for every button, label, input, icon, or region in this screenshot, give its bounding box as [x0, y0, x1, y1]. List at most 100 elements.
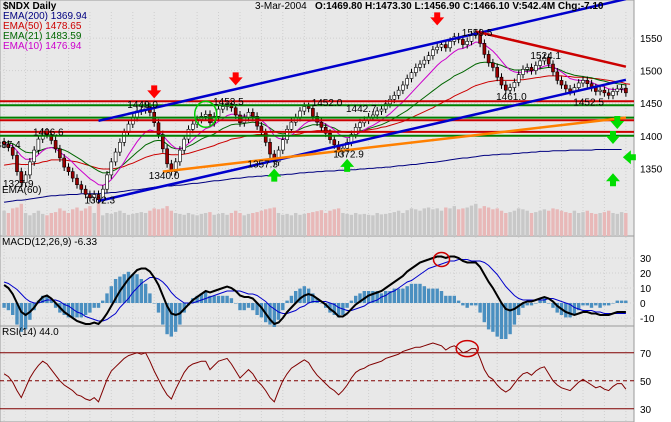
- macd-histogram-bar: [242, 303, 246, 311]
- candle-body: [306, 106, 311, 109]
- rsi-tick-label: 70: [640, 349, 652, 360]
- green-arrow-up: [605, 173, 620, 187]
- volume-bar: [482, 206, 486, 236]
- volume-bar: [469, 205, 474, 236]
- candle-body: [49, 134, 54, 141]
- volume-bar: [251, 213, 255, 236]
- volume-bar: [452, 206, 456, 236]
- macd-histogram-bar: [512, 303, 517, 325]
- volume-bar: [615, 213, 619, 236]
- candle-body: [598, 89, 602, 92]
- volume-bar: [36, 210, 41, 236]
- volume-bar: [328, 210, 332, 236]
- candle-body: [233, 107, 238, 116]
- volume-bar: [491, 209, 495, 236]
- volume-bar: [182, 214, 186, 236]
- volume-bar: [448, 208, 452, 236]
- macd-histogram-bar: [354, 295, 358, 303]
- candle-body: [426, 55, 431, 61]
- volume-bar: [58, 208, 62, 236]
- volume-bar: [529, 213, 534, 236]
- volume-bar: [358, 214, 362, 236]
- candle-body: [251, 112, 255, 117]
- macd-histogram-bar: [581, 303, 585, 306]
- macd-signal-line: [3, 259, 626, 322]
- volume-bar: [624, 213, 628, 236]
- candle-body: [19, 171, 24, 184]
- macd-histogram-bar: [431, 288, 435, 303]
- macd-histogram-bar: [482, 303, 486, 323]
- volume-bar: [45, 215, 49, 236]
- candle-body: [521, 69, 525, 75]
- candle-body: [585, 80, 590, 85]
- macd-histogram-bar: [88, 303, 92, 313]
- green-arrow-left: [622, 150, 636, 165]
- volume-bar: [306, 213, 311, 236]
- volume-bar: [126, 214, 131, 236]
- legend-ema200: EMA(200) 1369.94: [3, 11, 87, 22]
- volume-bar: [2, 210, 6, 236]
- candle-body: [186, 129, 191, 140]
- candle-body: [512, 82, 517, 88]
- volume-bar: [88, 206, 92, 236]
- macd-histogram-bar: [495, 303, 499, 337]
- candle-body: [508, 87, 512, 91]
- volume-bar: [276, 213, 281, 236]
- volume-bar: [195, 215, 199, 236]
- volume-bar: [456, 209, 461, 236]
- volume-bar: [173, 213, 178, 236]
- volume-bar: [234, 210, 238, 236]
- macd-histogram-bar: [6, 303, 11, 311]
- volume-bar: [564, 212, 568, 236]
- candle-body: [439, 44, 444, 48]
- price-label: 1406.6: [33, 128, 64, 139]
- macd-tick-label: 10: [640, 284, 652, 295]
- volume-bar: [169, 210, 173, 236]
- volume-bar: [221, 213, 225, 236]
- macd-histogram-bar: [173, 303, 178, 332]
- highlight-circle: [193, 100, 218, 129]
- volume-bar: [362, 213, 366, 236]
- volume-bar: [259, 210, 264, 236]
- macd-histogram-bar: [2, 303, 6, 308]
- macd-histogram-bar: [161, 303, 165, 325]
- price-label: 1302.3: [85, 196, 116, 207]
- macd-histogram-bar: [294, 291, 298, 303]
- volume-bars: [2, 202, 628, 236]
- candle-body: [113, 151, 118, 163]
- candle-body: [79, 184, 84, 190]
- volume-bar: [585, 210, 589, 236]
- volume-bar: [41, 213, 45, 236]
- volume-bar: [66, 213, 71, 236]
- macd-histogram-bar: [216, 295, 221, 303]
- macd-histogram-bar: [607, 303, 611, 306]
- volume-bar: [405, 210, 409, 236]
- volume-bar: [118, 210, 122, 236]
- candle-body: [53, 140, 58, 150]
- volume-bar: [161, 208, 165, 236]
- macd-histogram-bar: [555, 303, 559, 313]
- volume-bar: [439, 210, 444, 236]
- volume-bar: [512, 210, 517, 236]
- macd-histogram-bar: [379, 293, 384, 303]
- macd-histogram-bar: [113, 279, 118, 303]
- price-label: 1461.0: [496, 92, 527, 103]
- candle-body: [156, 122, 161, 135]
- volume-bar: [435, 208, 439, 236]
- volume-bar: [302, 213, 306, 236]
- candle-body: [161, 134, 165, 150]
- candle-body: [533, 65, 538, 71]
- candle-body: [302, 106, 307, 112]
- volume-bar: [401, 213, 405, 236]
- macd-histogram-bar: [624, 300, 628, 303]
- macd-histogram-bar: [289, 295, 294, 303]
- macd-histogram-bar: [371, 291, 375, 303]
- candle-body: [66, 166, 71, 173]
- trend-line: [162, 116, 627, 173]
- volume-bar: [414, 209, 418, 236]
- price-tick-label: 1350: [640, 164, 663, 175]
- volume-bar: [422, 208, 426, 236]
- candle-body: [28, 161, 32, 176]
- candle-body: [280, 139, 285, 151]
- macd-histogram-bar: [486, 303, 491, 330]
